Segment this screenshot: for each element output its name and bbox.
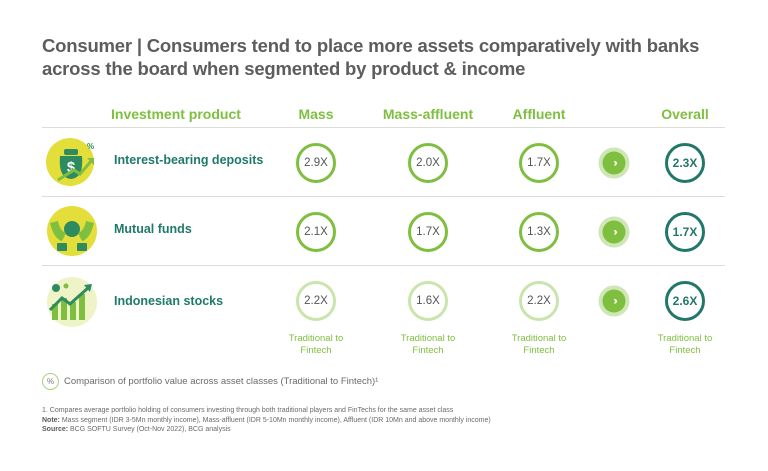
- value-cell: 2.2X: [296, 281, 336, 321]
- page-title: Consumer | Consumers tend to place more …: [42, 35, 700, 79]
- double-chevron-right-icon: ››: [598, 285, 630, 317]
- percent-icon: %: [42, 373, 59, 390]
- double-chevron-right-icon: ››: [598, 147, 630, 179]
- source-text: BCG SOFTU Survey (Oct-Nov 2022), BCG ana…: [70, 426, 231, 433]
- legend-text: Comparison of portfolio value across ass…: [64, 376, 379, 387]
- row-label-mutual-funds: Mutual funds: [114, 222, 192, 236]
- legend: % Comparison of portfolio value across a…: [42, 373, 378, 390]
- overall-value-cell: 2.6X: [665, 281, 705, 321]
- svg-text:%: %: [87, 142, 94, 151]
- column-header-mass: Mass: [298, 106, 334, 122]
- column-header-affluent: Affluent: [512, 106, 566, 122]
- row-divider: [42, 196, 725, 197]
- column-footer-mass: Traditional to Fintech: [288, 333, 344, 356]
- value-cell: 2.2X: [519, 281, 559, 321]
- money-bag-growth-icon: $ %: [44, 134, 100, 190]
- source-line: Source: BCG SOFTU Survey (Oct-Nov 2022),…: [42, 425, 491, 435]
- source-label: Source:: [42, 426, 69, 433]
- overall-value-cell: 1.7X: [665, 212, 705, 252]
- column-header-overall: Overall: [661, 106, 709, 122]
- stock-chart-icon: [44, 274, 100, 330]
- row-label-interest-bearing-deposits: Interest-bearing deposits: [114, 153, 264, 167]
- note-text: Mass segment (IDR 3-5Mn monthly income),…: [61, 416, 491, 424]
- value-cell: 2.1X: [296, 212, 336, 252]
- column-header-product: Investment product: [111, 106, 241, 122]
- value-cell: 2.0X: [408, 143, 448, 183]
- column-footer-overall: Traditional to Fintech: [657, 333, 713, 356]
- footnote-1: 1. Compares average portfolio holding of…: [42, 407, 454, 414]
- overall-value-cell: 2.3X: [665, 143, 705, 183]
- column-footer-mass-affluent: Traditional to Fintech: [400, 333, 456, 356]
- column-header-mass-affluent: Mass-affluent: [382, 106, 474, 122]
- value-cell: 2.9X: [296, 143, 336, 183]
- row-divider: [42, 265, 725, 266]
- row-divider: [42, 127, 725, 128]
- hands-holding-coin-icon: [44, 203, 100, 259]
- value-cell: 1.7X: [408, 212, 448, 252]
- value-cell: 1.3X: [519, 212, 559, 252]
- value-cell: 1.6X: [408, 281, 448, 321]
- double-chevron-right-icon: ››: [598, 216, 630, 248]
- footnotes: 1. Compares average portfolio holding of…: [42, 406, 491, 435]
- column-footer-affluent: Traditional to Fintech: [511, 333, 567, 356]
- note-line: Note: Mass segment (IDR 3-5Mn monthly in…: [42, 416, 491, 426]
- row-label-indonesian-stocks: Indonesian stocks: [114, 294, 224, 308]
- value-cell: 1.7X: [519, 143, 559, 183]
- note-label: Note:: [42, 416, 60, 424]
- svg-text:$: $: [67, 159, 76, 176]
